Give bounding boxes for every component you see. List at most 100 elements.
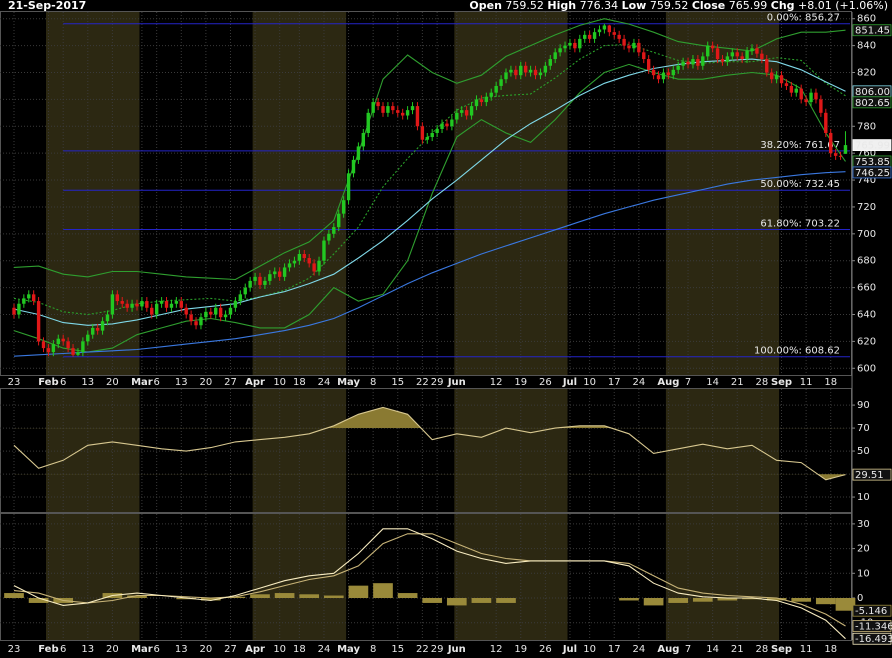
candle-body: [400, 112, 405, 116]
candle-body: [391, 106, 395, 111]
candle-body: [386, 106, 390, 113]
quote-label: Close: [692, 0, 725, 12]
candle-body: [169, 303, 174, 308]
value-box-label: 851.45: [855, 26, 890, 37]
candle-body: [51, 344, 56, 353]
value-box-label: 29.51: [855, 470, 884, 481]
x-tick-label: 17: [608, 377, 621, 388]
candle-body: [36, 301, 41, 342]
candle-body: [31, 294, 36, 302]
value-box-label: -16.493: [855, 634, 892, 645]
value-box: [852, 24, 892, 37]
y-tick-label: 820: [857, 68, 876, 79]
candle-body: [504, 72, 508, 80]
month-shade: [454, 389, 568, 512]
x-tick-label: 22: [416, 644, 429, 655]
y-tick-label: 640: [857, 310, 876, 321]
value-box: [852, 166, 892, 179]
histogram-bar: [422, 598, 443, 603]
candle-body: [214, 307, 218, 315]
candle-body: [327, 233, 331, 241]
histogram-bar: [348, 585, 369, 598]
candle-body: [563, 45, 567, 49]
candle-body: [755, 48, 759, 54]
value-box: [852, 620, 892, 632]
candle-body: [263, 280, 267, 285]
x-tick-label: Jul: [562, 644, 577, 655]
histogram-bar: [200, 598, 221, 601]
candle-body: [356, 146, 361, 160]
histogram-bar: [692, 598, 713, 602]
candle-body: [814, 92, 818, 100]
candle-body: [740, 56, 744, 60]
histogram-bar: [28, 598, 49, 603]
candle-body: [612, 32, 616, 35]
x-tick-label: 24: [318, 377, 331, 388]
candle-body: [41, 341, 46, 349]
x-tick-label: 21: [731, 644, 744, 655]
y-tick-label: 860: [857, 14, 876, 25]
candle-body: [809, 92, 813, 103]
candle-body: [833, 153, 838, 156]
candle-body: [150, 307, 154, 315]
x-tick-label: 19: [514, 644, 527, 655]
x-tick-label: 24: [632, 644, 645, 655]
candle-body: [691, 59, 695, 65]
y-tick-label: 680: [857, 256, 876, 267]
histogram-bar: [225, 596, 246, 598]
x-tick-label: 22: [416, 377, 429, 388]
value-box-label: 746.25: [855, 168, 890, 179]
candle-body: [445, 123, 449, 127]
candle-body: [573, 42, 577, 49]
x-tick-label: 10: [583, 377, 596, 388]
histogram-bar: [397, 593, 418, 598]
x-tick-label: 20: [106, 644, 119, 655]
candle-body: [337, 213, 341, 228]
candle-body: [71, 348, 75, 355]
candle-body: [371, 102, 375, 113]
x-tick-label: 20: [200, 644, 213, 655]
x-tick-label: 27: [224, 644, 237, 655]
candle-body: [292, 260, 297, 264]
candle-body: [223, 314, 228, 318]
candle-body: [730, 52, 735, 57]
candle-body: [56, 338, 60, 345]
x-tick-label: May: [337, 377, 360, 388]
x-tick-label: 11: [800, 644, 813, 655]
candle-body: [533, 69, 538, 76]
candle-body: [120, 301, 124, 304]
quote-value: 765.99: [729, 0, 768, 12]
quote-value: 759.52: [505, 0, 544, 12]
indicator-line: [13, 406, 846, 481]
candle-body: [651, 69, 656, 76]
candle-body: [22, 298, 26, 304]
candle-body: [843, 145, 848, 154]
candle-body: [164, 301, 169, 308]
candle-body: [464, 110, 469, 116]
candle-body: [81, 341, 85, 353]
candle-body: [430, 133, 434, 138]
histogram-bar: [496, 598, 516, 603]
x-tick-label: 13: [175, 377, 188, 388]
candle-body: [332, 227, 336, 234]
candle-body: [27, 294, 31, 299]
x-tick-label: 13: [175, 644, 188, 655]
x-tick-label: Mar: [131, 644, 153, 655]
x-tick-label: 10: [273, 377, 286, 388]
y-tick-label: 760: [857, 148, 876, 159]
overlay-line: [13, 63, 846, 353]
x-tick-label: 18: [824, 644, 837, 655]
x-tick-label: Aug: [657, 377, 679, 388]
x-tick-label: 17: [608, 644, 621, 655]
candle-body: [204, 311, 208, 318]
candle-body: [435, 128, 439, 133]
candle-body: [715, 48, 720, 60]
month-shade: [45, 514, 140, 640]
candle-body: [302, 254, 306, 259]
candle-body: [484, 96, 489, 103]
value-box: [852, 468, 892, 481]
histogram-bar: [619, 598, 639, 601]
histogram-bar: [643, 598, 664, 606]
indicator-line: [13, 533, 846, 627]
